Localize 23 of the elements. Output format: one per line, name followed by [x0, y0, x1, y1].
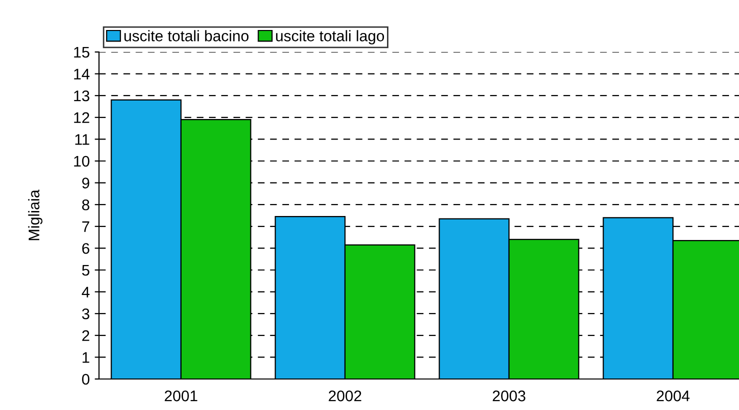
- x-tick-label: 2002: [328, 390, 362, 402]
- y-tick-label: 8: [82, 199, 90, 210]
- y-tick-label: 7: [82, 221, 90, 232]
- y-tick-label: 14: [74, 68, 90, 80]
- x-tick-label: 2001: [164, 390, 198, 402]
- legend-label: uscite totali bacino: [124, 30, 248, 42]
- y-tick-label: 15: [74, 47, 90, 58]
- y-tick-label: 0: [82, 374, 90, 385]
- y-tick-label: 5: [82, 265, 90, 276]
- y-tick-label: 1: [82, 352, 90, 363]
- y-tick-label: 9: [82, 178, 90, 188]
- y-tick-label: 6: [82, 243, 90, 254]
- y-axis-title: Migliaia: [28, 190, 42, 240]
- y-tick-label: 4: [82, 286, 90, 298]
- y-tick-label: 11: [75, 134, 90, 145]
- y-tick-label: 12: [74, 112, 90, 123]
- y-tick-label: 10: [74, 156, 90, 167]
- x-tick-label: 2004: [656, 390, 690, 402]
- x-tick-label: 2003: [492, 390, 526, 402]
- y-tick-label: 13: [74, 90, 90, 102]
- y-tick-label: 3: [82, 308, 90, 320]
- legend-label: uscite totali lago: [276, 30, 384, 44]
- y-tick-label: 2: [82, 330, 90, 341]
